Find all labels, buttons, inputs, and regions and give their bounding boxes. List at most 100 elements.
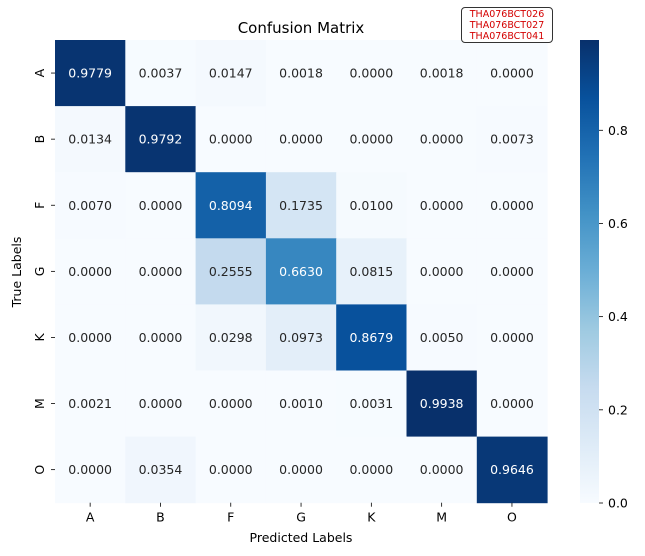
x-tick-label: F bbox=[227, 510, 234, 525]
colorbar-tick-label: 0.2 bbox=[608, 402, 628, 417]
heatmap-cell bbox=[195, 238, 267, 305]
cell-value-label: 0.0070 bbox=[68, 198, 112, 213]
cell-value-label: 0.0031 bbox=[349, 396, 393, 411]
heatmap-cell bbox=[195, 106, 267, 173]
x-tick-label: G bbox=[296, 510, 306, 525]
cell-value-label: 0.0000 bbox=[209, 396, 253, 411]
cell-value-label: 0.0973 bbox=[279, 330, 323, 345]
cell-value-label: 0.0000 bbox=[490, 396, 534, 411]
heatmap-cell bbox=[55, 238, 126, 305]
heatmap-cell bbox=[265, 436, 337, 504]
heatmap-cell bbox=[336, 370, 407, 438]
cell-value-label: 0.0000 bbox=[349, 132, 393, 147]
heatmap-cell bbox=[55, 436, 126, 504]
cell-value-label: 0.9779 bbox=[68, 66, 112, 81]
cell-value-label: 0.0147 bbox=[209, 66, 253, 81]
stamp-line: THA076BCT027 bbox=[469, 20, 545, 31]
heatmap-cell bbox=[406, 106, 478, 173]
heatmap-cell bbox=[406, 370, 478, 438]
cell-value-label: 0.9646 bbox=[490, 462, 534, 477]
colorbar-tick-label: 0.6 bbox=[608, 216, 628, 231]
colorbar-axis: 0.0 0.2 0.4 0.6 0.8 bbox=[599, 123, 628, 511]
heatmap-cell bbox=[55, 172, 126, 239]
heatmap-cell bbox=[336, 172, 407, 239]
heatmap-cell bbox=[55, 106, 126, 173]
heatmap-cell bbox=[406, 238, 478, 305]
cell-value-label: 0.0021 bbox=[68, 396, 112, 411]
heatmap-cell bbox=[265, 370, 337, 438]
cell-value-label: 0.0000 bbox=[279, 132, 323, 147]
cell-value-label: 0.0000 bbox=[68, 462, 112, 477]
heatmap-cell bbox=[476, 436, 548, 504]
cell-value-label: 0.0000 bbox=[420, 198, 464, 213]
cell-value-label: 0.0000 bbox=[349, 462, 393, 477]
heatmap-cell bbox=[125, 106, 197, 173]
cell-value-label: 0.0000 bbox=[490, 66, 534, 81]
heatmap-cell bbox=[195, 40, 267, 107]
x-tick-label: B bbox=[156, 510, 165, 525]
cell-value-label: 0.1735 bbox=[279, 198, 323, 213]
heatmap-cell bbox=[406, 172, 478, 239]
cell-value-label: 0.8679 bbox=[349, 330, 393, 345]
cell-value-label: 0.0354 bbox=[139, 462, 183, 477]
cell-value-label: 0.0050 bbox=[420, 330, 464, 345]
heatmap-cell bbox=[476, 106, 548, 173]
heatmap-cell bbox=[195, 304, 267, 371]
cell-value-label: 0.0100 bbox=[349, 198, 393, 213]
colorbar-tick-label: 0.4 bbox=[608, 309, 628, 324]
cell-value-label: 0.0018 bbox=[279, 66, 323, 81]
cell-value-label: 0.0073 bbox=[490, 132, 534, 147]
cell-value-label: 0.0000 bbox=[420, 132, 464, 147]
cell-value-label: 0.0000 bbox=[139, 198, 183, 213]
heatmap-cell bbox=[195, 436, 267, 504]
heatmap-cell bbox=[336, 40, 407, 107]
cell-value-label: 0.0000 bbox=[420, 462, 464, 477]
cell-value-label: 0.0000 bbox=[68, 264, 112, 279]
y-tick-label: O bbox=[32, 465, 47, 475]
heatmap-cell bbox=[125, 436, 197, 504]
heatmap-cell bbox=[125, 238, 197, 305]
stamp-line: THA076BCT026 bbox=[469, 9, 545, 20]
cell-value-label: 0.0000 bbox=[490, 264, 534, 279]
x-tick-label: A bbox=[86, 510, 95, 525]
student-id-stamp: THA076BCT026 THA076BCT027 THA076BCT041 bbox=[461, 7, 553, 43]
heatmap-cell bbox=[195, 370, 267, 438]
cell-value-label: 0.0298 bbox=[209, 330, 253, 345]
heatmap-cell bbox=[406, 304, 478, 371]
cell-value-label: 0.0018 bbox=[420, 66, 464, 81]
heatmap-cell bbox=[125, 172, 197, 239]
cell-value-label: 0.2555 bbox=[209, 264, 253, 279]
heatmap-cell bbox=[195, 172, 267, 239]
heatmap-cell bbox=[55, 370, 126, 438]
colorbar-tick-label: 0.8 bbox=[608, 123, 628, 138]
heatmap-cell bbox=[125, 40, 197, 107]
cell-value-label: 0.0815 bbox=[349, 264, 393, 279]
heatmap-cell bbox=[125, 304, 197, 371]
heatmap-cell bbox=[406, 40, 478, 107]
heatmap-cell bbox=[476, 370, 548, 438]
cell-value-label: 0.9792 bbox=[139, 132, 183, 147]
cell-value-label: 0.9938 bbox=[420, 396, 464, 411]
stamp-line: THA076BCT041 bbox=[469, 31, 545, 42]
y-tick-label: B bbox=[32, 135, 47, 144]
heatmap-cell bbox=[265, 304, 337, 371]
heatmap-cell bbox=[336, 436, 407, 504]
colorbar-tick-label: 0.0 bbox=[608, 496, 628, 511]
heatmap-cell bbox=[336, 106, 407, 173]
heatmap-cell bbox=[336, 238, 407, 305]
x-tick-label: M bbox=[436, 510, 447, 525]
y-tick-label: M bbox=[32, 398, 47, 409]
cell-value-label: 0.0000 bbox=[209, 132, 253, 147]
x-tick-label: K bbox=[367, 510, 376, 525]
heatmap-cell bbox=[476, 238, 548, 305]
cell-value-label: 0.0000 bbox=[490, 330, 534, 345]
heatmap-cell bbox=[55, 304, 126, 371]
cell-value-label: 0.8094 bbox=[209, 198, 253, 213]
x-axis-label: Predicted Labels bbox=[250, 530, 353, 545]
y-tick-label: K bbox=[32, 333, 47, 342]
cell-value-label: 0.0000 bbox=[139, 330, 183, 345]
heatmap-cell bbox=[55, 40, 126, 107]
y-axis: A B F G K M O bbox=[32, 68, 55, 475]
cell-value-label: 0.0134 bbox=[68, 132, 112, 147]
